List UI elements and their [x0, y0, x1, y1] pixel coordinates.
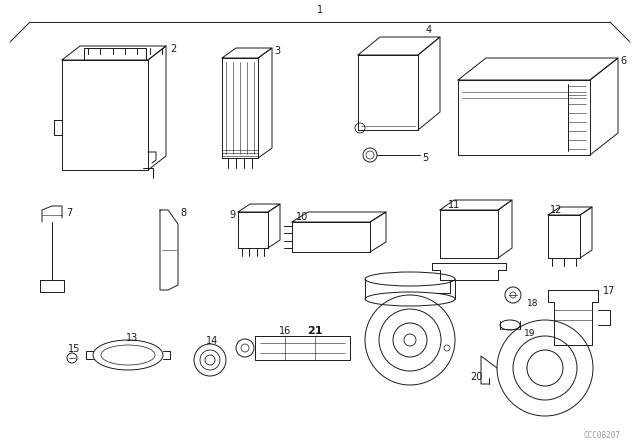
Text: 13: 13 — [126, 333, 138, 343]
Text: 6: 6 — [620, 56, 626, 66]
Text: 16: 16 — [279, 326, 291, 336]
Text: 5: 5 — [422, 153, 428, 163]
Text: 14: 14 — [206, 336, 218, 346]
Text: 11: 11 — [448, 200, 460, 210]
Text: CCC08207: CCC08207 — [583, 431, 620, 440]
Text: 10: 10 — [296, 212, 308, 222]
Text: 8: 8 — [180, 208, 186, 218]
Text: 19: 19 — [524, 329, 536, 338]
Text: 17: 17 — [603, 286, 616, 296]
Text: 3: 3 — [274, 46, 280, 56]
Text: 15: 15 — [68, 344, 80, 354]
Text: 9: 9 — [230, 210, 236, 220]
Text: 4: 4 — [426, 25, 432, 35]
Text: 18: 18 — [527, 299, 538, 308]
Text: 21: 21 — [307, 326, 323, 336]
Text: 7: 7 — [66, 208, 72, 218]
Text: 12: 12 — [550, 205, 562, 215]
Text: 20: 20 — [470, 372, 483, 382]
Text: 1: 1 — [317, 5, 323, 15]
Text: 2: 2 — [170, 44, 176, 54]
